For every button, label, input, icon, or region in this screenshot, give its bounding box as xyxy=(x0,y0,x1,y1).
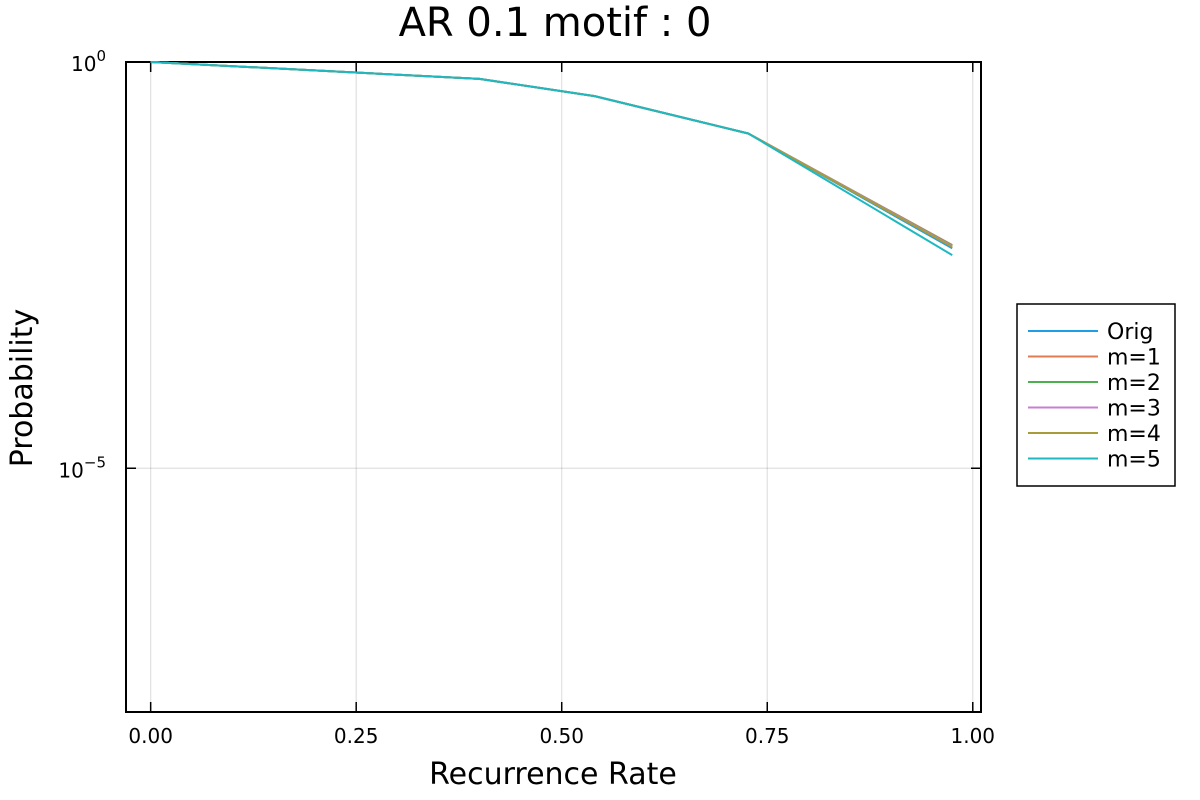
grid xyxy=(126,61,981,712)
y-tick-base: 10 xyxy=(58,458,83,482)
y-tick-exponent: 0 xyxy=(96,47,106,65)
legend-label: m=5 xyxy=(1107,448,1161,473)
y-tick-label: 10−5 xyxy=(58,453,106,482)
x-tick-label: 0.50 xyxy=(539,724,584,748)
x-tick-label: 0.25 xyxy=(334,724,379,748)
x-tick-label: 0.00 xyxy=(128,724,173,748)
plot-frame xyxy=(125,61,982,713)
y-tick-base: 10 xyxy=(71,52,96,76)
y-axis-label: Probability xyxy=(5,309,40,468)
x-axis-label: Recurrence Rate xyxy=(429,757,677,792)
series-lines xyxy=(150,61,953,256)
legend-label: m=4 xyxy=(1107,422,1161,447)
y-tick-exponent: −5 xyxy=(84,453,106,471)
legend-label: Orig xyxy=(1107,320,1153,345)
legend-label: m=3 xyxy=(1107,397,1161,422)
legend-box xyxy=(1016,303,1176,487)
legend-label: m=1 xyxy=(1107,346,1161,371)
x-tick-label: 1.00 xyxy=(951,724,996,748)
y-tick-label: 100 xyxy=(71,47,106,76)
chart-title: AR 0.1 motif : 0 xyxy=(399,0,712,46)
ticks xyxy=(126,61,981,712)
series-line-m-5 xyxy=(150,61,953,256)
legend-label: m=2 xyxy=(1107,371,1161,396)
x-tick-labels: 0.00 0.25 0.50 0.75 1.00 xyxy=(128,724,995,748)
x-tick-label: 0.75 xyxy=(745,724,790,748)
